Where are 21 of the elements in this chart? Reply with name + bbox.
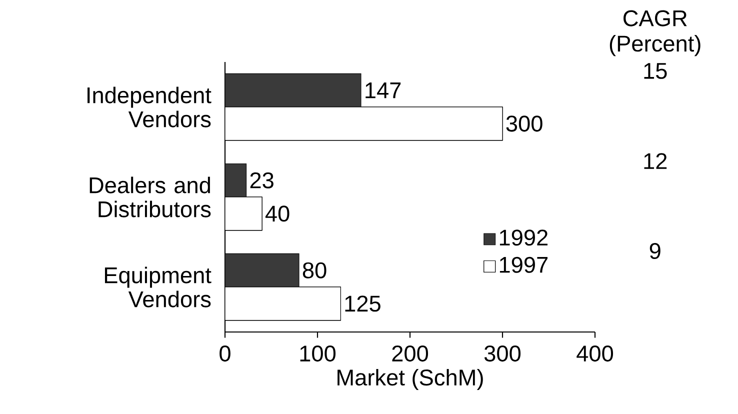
y-tick-label: Equipment Vendors <box>104 266 212 308</box>
text: 15 <box>644 63 667 79</box>
data-label: 125 <box>345 296 380 312</box>
x-tick-label: 300 <box>484 346 521 362</box>
legend-label: 1992 <box>500 230 548 246</box>
text: CAGR (Percent) <box>610 10 700 56</box>
text: 9 <box>650 242 660 260</box>
text: 12 <box>644 153 667 169</box>
x-tick-label: 0 <box>220 346 230 362</box>
y-tick-label: Dealers and Distributors <box>90 176 211 218</box>
x-tick-label: 100 <box>300 346 336 362</box>
x-tick-label: 400 <box>576 346 614 362</box>
data-label: 147 <box>366 82 401 98</box>
data-label: 40 <box>265 206 290 222</box>
data-label: 300 <box>506 116 542 132</box>
x-tick-label: 200 <box>392 346 428 362</box>
data-label: 80 <box>302 262 326 278</box>
data-label: 23 <box>250 172 274 188</box>
y-tick-label: Independent Vendors <box>88 86 212 128</box>
legend-label: 1997 <box>500 256 548 273</box>
x-axis-title: Market (SchM) <box>338 368 483 390</box>
